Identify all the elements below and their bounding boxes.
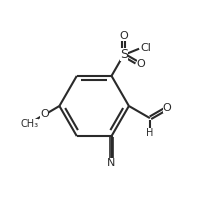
Text: H: H [146, 128, 154, 138]
Text: CH₃: CH₃ [20, 119, 38, 129]
Text: Cl: Cl [140, 43, 151, 53]
Text: O: O [137, 59, 145, 69]
Text: N: N [107, 158, 116, 168]
Text: S: S [120, 48, 128, 61]
Text: O: O [40, 109, 49, 119]
Text: O: O [163, 103, 171, 113]
Text: O: O [119, 31, 128, 40]
